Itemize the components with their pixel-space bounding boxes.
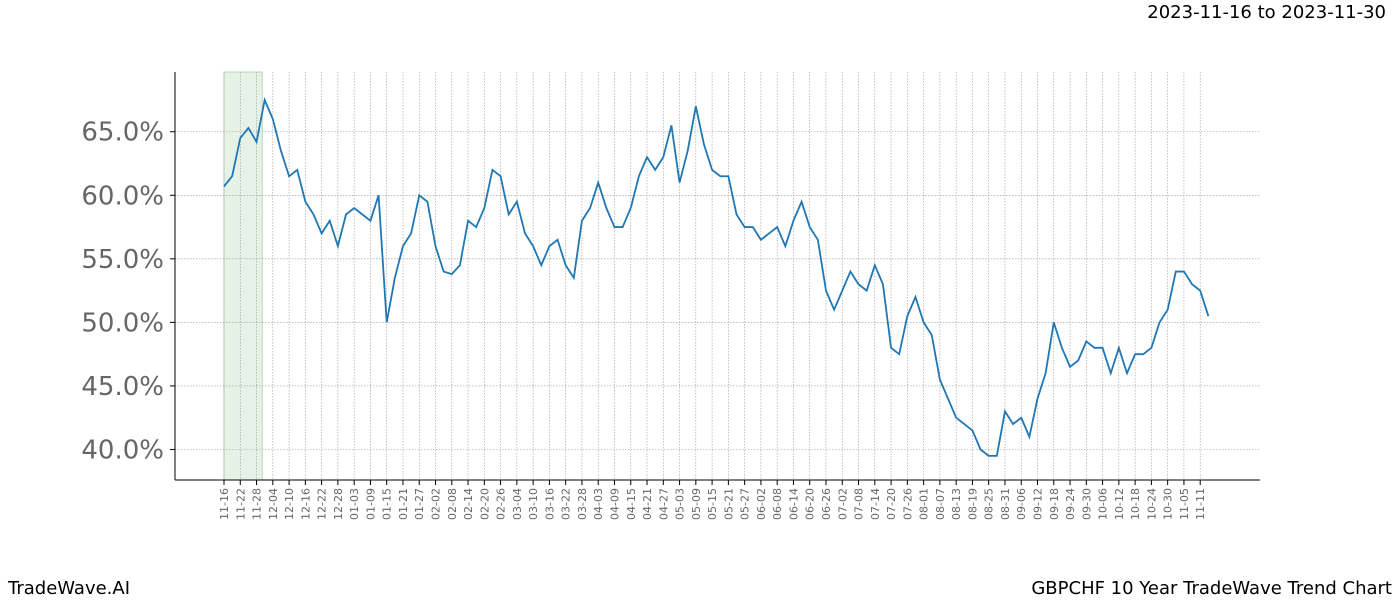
x-tick-label: 01-03 (348, 488, 361, 520)
x-tick-label: 02-08 (446, 488, 459, 520)
x-tick-label: 09-12 (1032, 488, 1045, 520)
x-tick-label: 10-18 (1129, 488, 1142, 520)
x-tick-label: 10-30 (1162, 488, 1175, 520)
y-tick-label: 50.0% (81, 308, 164, 338)
x-tick-label: 03-10 (527, 488, 540, 520)
x-tick-label: 09-18 (1048, 488, 1061, 520)
date-range: 2023-11-16 to 2023-11-30 (1147, 2, 1386, 23)
x-tick-label: 08-31 (999, 488, 1012, 520)
x-tick-label: 02-20 (478, 488, 491, 520)
x-tick-label: 11-16 (218, 488, 231, 520)
x-tick-label: 12-22 (316, 488, 329, 520)
y-tick-label: 65.0% (81, 118, 164, 148)
x-tick-label: 12-04 (267, 488, 280, 520)
x-tick-label: 11-22 (234, 488, 247, 520)
x-tick-label: 08-07 (934, 488, 947, 520)
x-tick-label: 04-09 (608, 488, 621, 520)
x-tick-label: 06-26 (820, 488, 833, 520)
x-tick-label: 04-27 (657, 488, 670, 520)
x-tick-label: 01-09 (364, 488, 377, 520)
y-tick-label: 40.0% (81, 435, 164, 465)
x-tick-label: 01-21 (397, 488, 410, 520)
x-tick-label: 08-25 (983, 488, 996, 520)
trend-line (223, 96, 1210, 457)
x-tick-label: 08-01 (918, 488, 931, 520)
x-tick-label: 08-13 (950, 488, 963, 520)
x-tick-label: 05-15 (706, 488, 719, 520)
y-tick-label: 55.0% (81, 245, 164, 275)
x-tick-label: 07-20 (885, 488, 898, 520)
x-tick-label: 01-15 (381, 488, 394, 520)
x-tick-label: 07-02 (836, 488, 849, 520)
x-tick-label: 07-08 (853, 488, 866, 520)
y-tick-label: 60.0% (81, 181, 164, 211)
x-tick-label: 05-03 (674, 488, 687, 520)
brand: TradeWave.AI (7, 578, 130, 599)
x-tick-label: 06-08 (771, 488, 784, 520)
x-tick-label: 06-14 (787, 488, 800, 520)
x-tick-label: 12-16 (299, 488, 312, 520)
x-tick-label: 06-20 (804, 488, 817, 520)
x-tick-label: 07-26 (901, 488, 914, 520)
x-tick-label: 10-12 (1113, 488, 1126, 520)
x-tick-label: 02-14 (462, 488, 475, 520)
x-tick-label: 03-28 (576, 488, 589, 520)
x-tick-label: 07-14 (869, 488, 882, 520)
x-tick-label: 12-28 (332, 488, 345, 520)
x-tick-label: 03-22 (560, 488, 573, 520)
x-tick-label: 05-21 (722, 488, 735, 520)
x-tick-label: 11-11 (1194, 488, 1207, 520)
x-tick-label: 06-02 (755, 488, 768, 520)
x-tick-label: 05-09 (690, 488, 703, 520)
x-tick-label: 04-21 (641, 488, 654, 520)
x-tick-label: 09-06 (1015, 488, 1028, 520)
x-tick-label: 05-27 (739, 488, 752, 520)
x-tick-label: 08-19 (966, 488, 979, 520)
x-tick-label: 11-28 (251, 488, 264, 520)
x-tick-label: 09-30 (1080, 488, 1093, 520)
x-tick-label: 12-10 (283, 488, 296, 520)
x-tick-label: 04-15 (625, 488, 638, 520)
chart-title: GBPCHF 10 Year TradeWave Trend Chart (1031, 578, 1392, 599)
y-tick-label: 45.0% (81, 372, 164, 402)
x-tick-label: 02-02 (430, 488, 443, 520)
x-tick-label: 03-04 (511, 488, 524, 520)
x-tick-label: 02-26 (495, 488, 508, 520)
x-tick-label: 10-24 (1145, 488, 1158, 520)
x-tick-label: 03-16 (543, 488, 556, 520)
x-tick-label: 04-03 (592, 488, 605, 520)
x-tick-label: 01-27 (413, 488, 426, 520)
x-tick-label: 11-05 (1178, 488, 1191, 520)
x-tick-label: 10-06 (1097, 488, 1110, 520)
x-tick-label: 09-24 (1064, 488, 1077, 520)
